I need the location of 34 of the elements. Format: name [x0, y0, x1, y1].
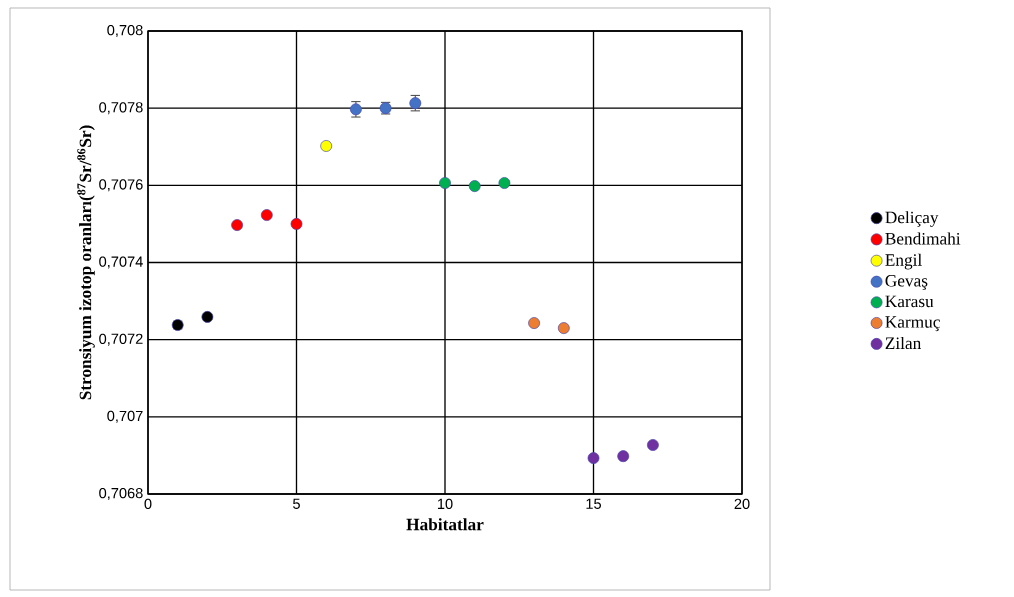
y-tick-label: 0,708	[107, 24, 143, 38]
x-tick-label: 5	[293, 498, 300, 509]
point	[587, 452, 600, 465]
point	[468, 180, 481, 193]
point	[617, 450, 630, 463]
point	[439, 177, 451, 189]
point	[528, 317, 541, 329]
point	[646, 439, 659, 451]
legend-label: Karmuç	[885, 316, 940, 332]
legend-label: Deliçay	[885, 211, 939, 227]
legend-label: Gevaş	[885, 274, 928, 291]
point	[201, 310, 214, 323]
y-tick-label: 0,7068	[99, 487, 143, 501]
y-tick-label: 0,7072	[99, 333, 143, 346]
legend-label: Karasu	[885, 295, 934, 308]
x-tick-label: 10	[437, 498, 453, 510]
point	[498, 177, 511, 189]
legend-label: Zilan	[885, 336, 922, 350]
x-tick-label: 15	[586, 498, 601, 509]
y-tick-label: 0,7078	[99, 102, 143, 115]
point	[557, 322, 570, 334]
point	[260, 209, 273, 221]
point	[290, 218, 303, 230]
x-axis-title: Habitatlar	[406, 518, 484, 531]
y-tick-label: 0,7074	[99, 256, 143, 269]
x-tick-label: 0	[144, 498, 152, 510]
legend-label: Engil	[885, 253, 922, 270]
point	[231, 219, 244, 231]
point	[320, 140, 333, 152]
legend-label: Bendimahi	[885, 232, 961, 245]
y-tick-label: 0,7076	[99, 179, 143, 192]
x-tick-label: 20	[734, 498, 750, 510]
y-axis-title: Stronsiyum izotop oranları($^{87}$Sr/$^{86}$Sr)	[77, 125, 95, 400]
y-tick-label: 0,707	[107, 410, 143, 423]
